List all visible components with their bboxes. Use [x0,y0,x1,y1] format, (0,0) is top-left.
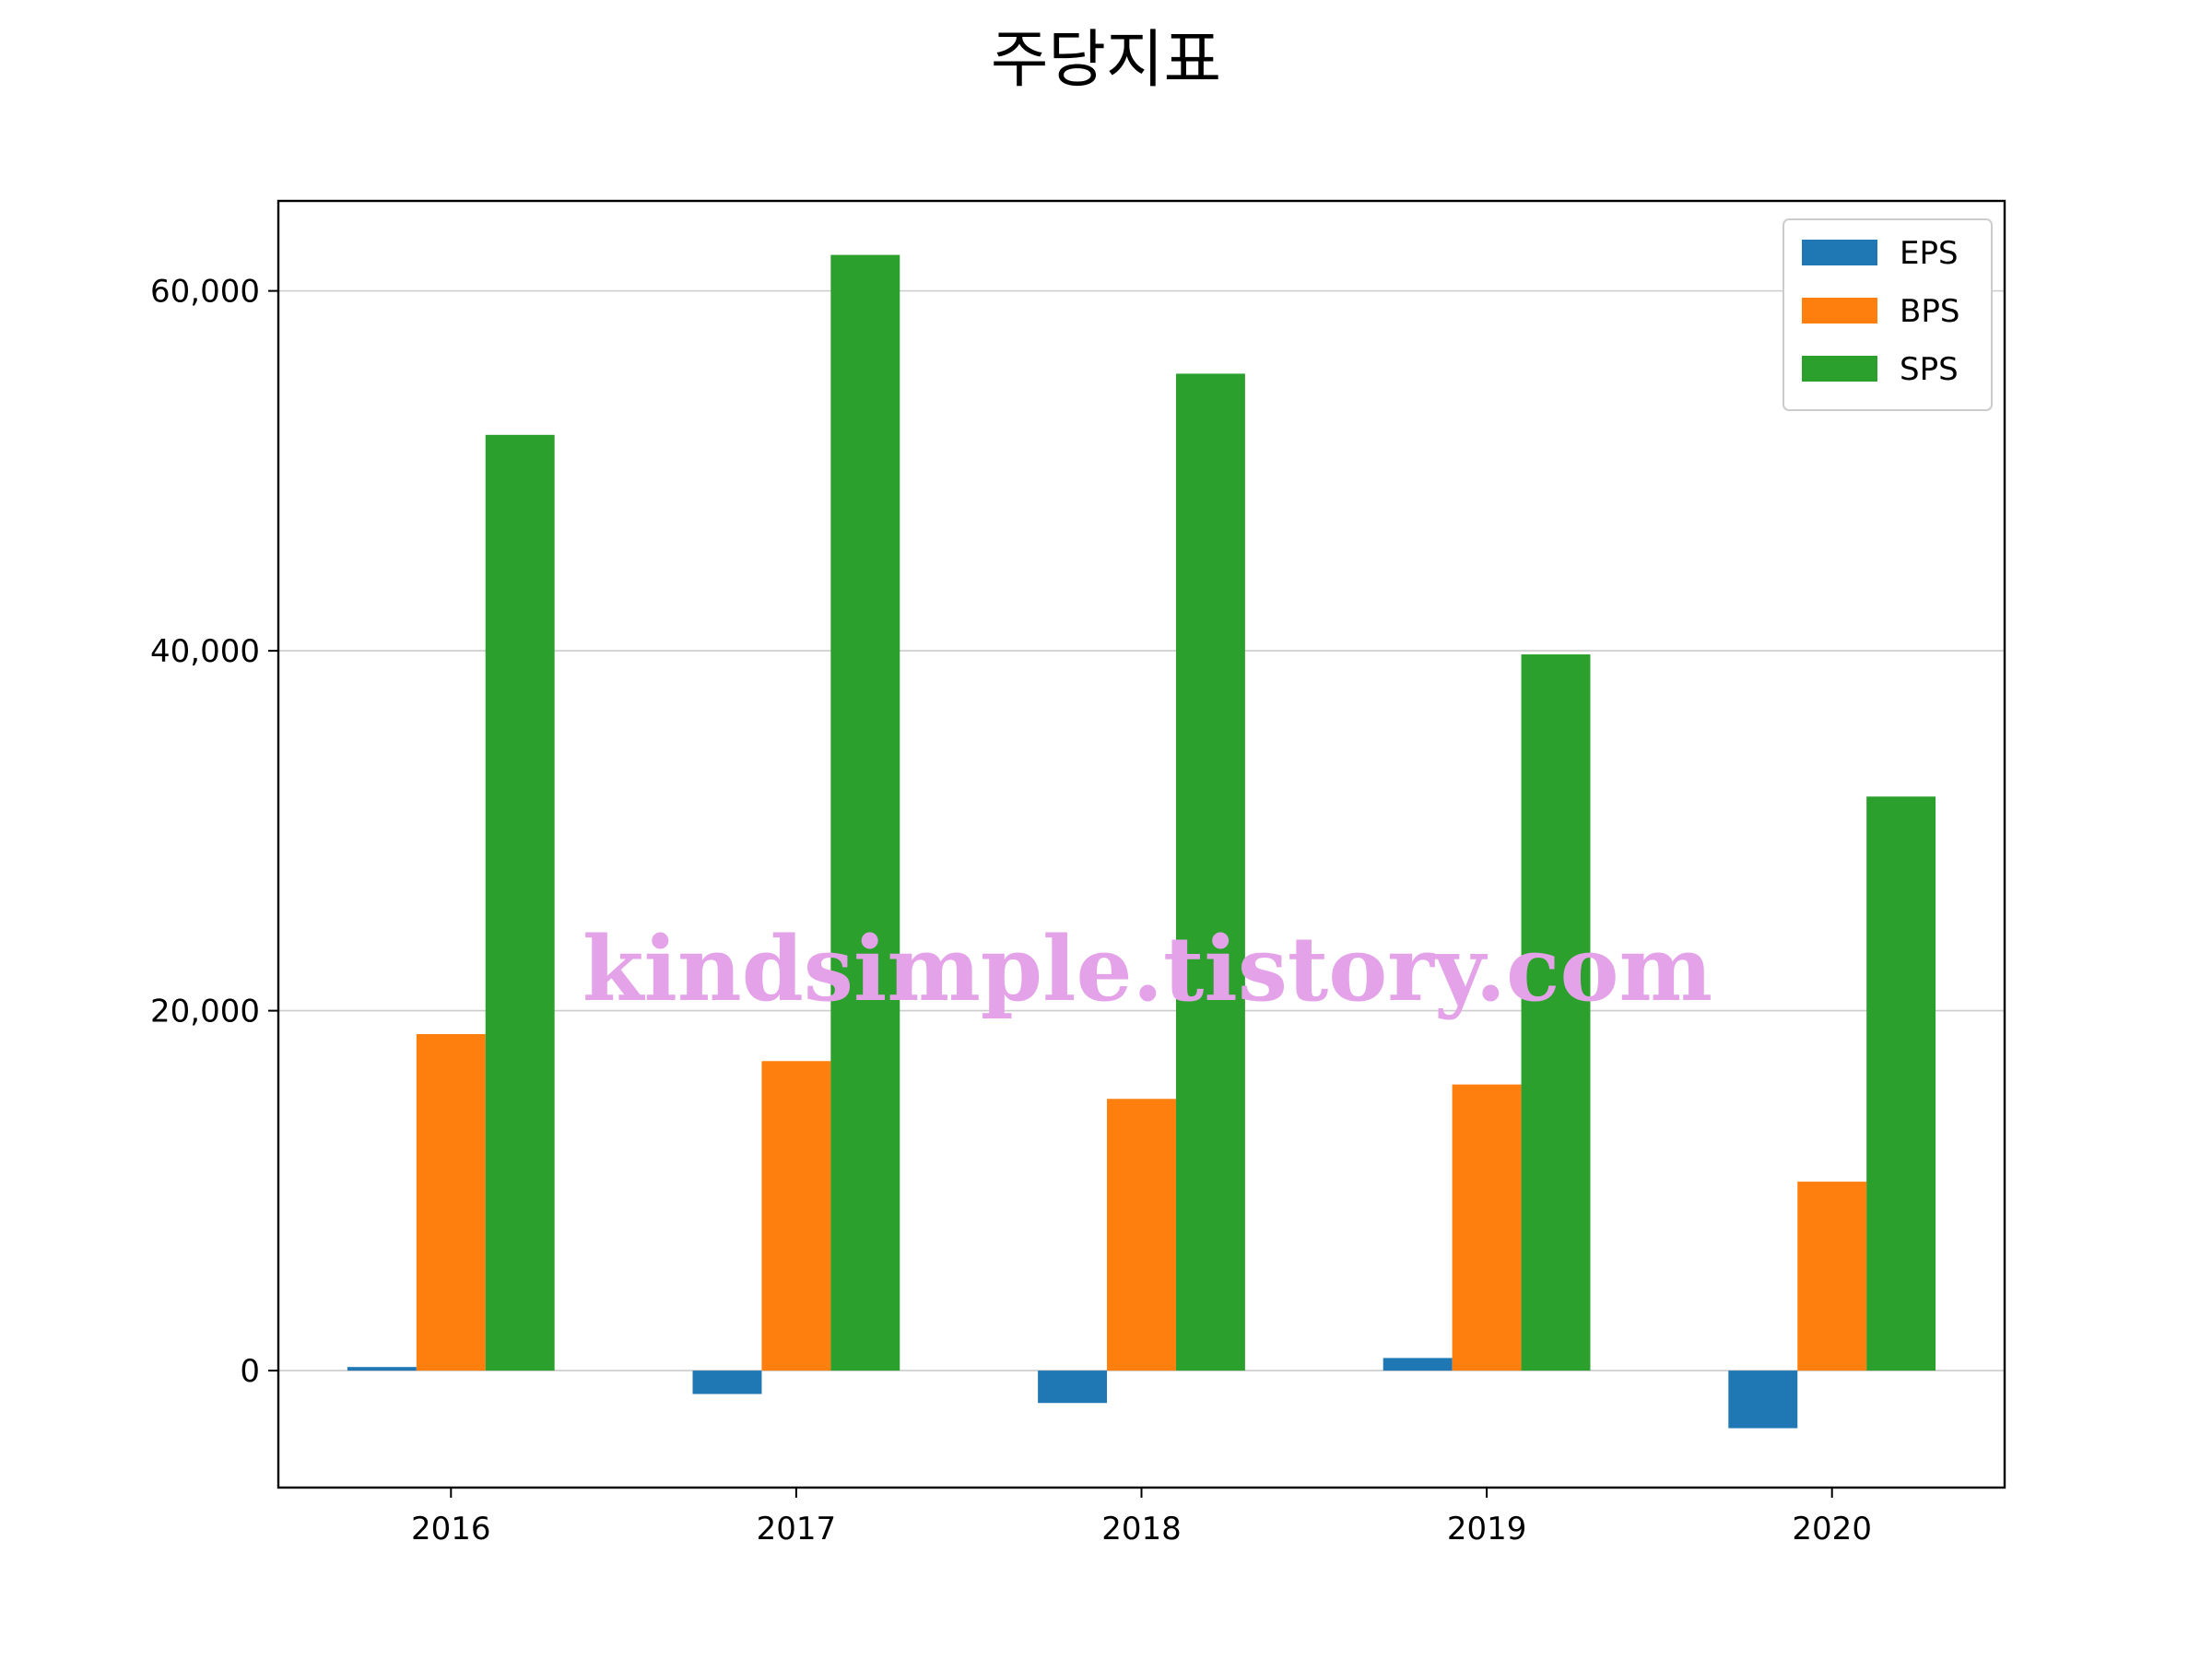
y-tick-label: 20,000 [150,994,260,1030]
bar-bps-2019 [1452,1084,1522,1371]
y-tick-label: 40,000 [150,633,260,670]
bar-sps-2020 [1866,796,1936,1371]
plot-frame [276,199,2006,1489]
x-tick-label: 2020 [1792,1511,1872,1547]
bar-eps-2016 [347,1367,417,1371]
y-tick-label: 60,000 [150,274,260,311]
legend-swatch-sps [1802,356,1877,382]
legend-swatch-eps [1802,240,1877,265]
legend-label-eps: EPS [1900,235,1959,272]
bar-sps-2018 [1175,373,1245,1371]
x-tick-label: 2019 [1447,1511,1527,1547]
bar-eps-2020 [1728,1371,1798,1429]
y-tick-label: 0 [240,1353,260,1390]
grid-lines [278,289,2005,1371]
bar-sps-2016 [485,434,555,1371]
legend-swatch-bps [1802,298,1877,324]
x-tick-label: 2017 [757,1511,837,1547]
bar-sps-2017 [830,254,900,1371]
chart-title: 주당지표 [991,24,1221,97]
bar-eps-2019 [1382,1358,1453,1371]
bars [347,254,1936,1429]
bar-bps-2020 [1797,1182,1867,1371]
bar-bps-2017 [761,1061,831,1371]
bar-bps-2018 [1107,1099,1176,1371]
legend-label-sps: SPS [1900,351,1959,388]
bar-eps-2018 [1038,1371,1108,1404]
bar-eps-2017 [692,1371,762,1394]
axes: 0 20,000 40,000 60,000 2016 2017 2018 2019 2020 [150,199,2006,1547]
legend: EPS BPS SPS [1783,218,1993,411]
bar-bps-2016 [416,1033,486,1371]
legend-label-bps: BPS [1900,293,1959,330]
bar-sps-2019 [1521,654,1591,1371]
watermark-text: kindsimple.tistory.com [582,917,1712,1021]
x-tick-label: 2016 [411,1511,491,1547]
x-tick-label: 2018 [1101,1511,1182,1547]
